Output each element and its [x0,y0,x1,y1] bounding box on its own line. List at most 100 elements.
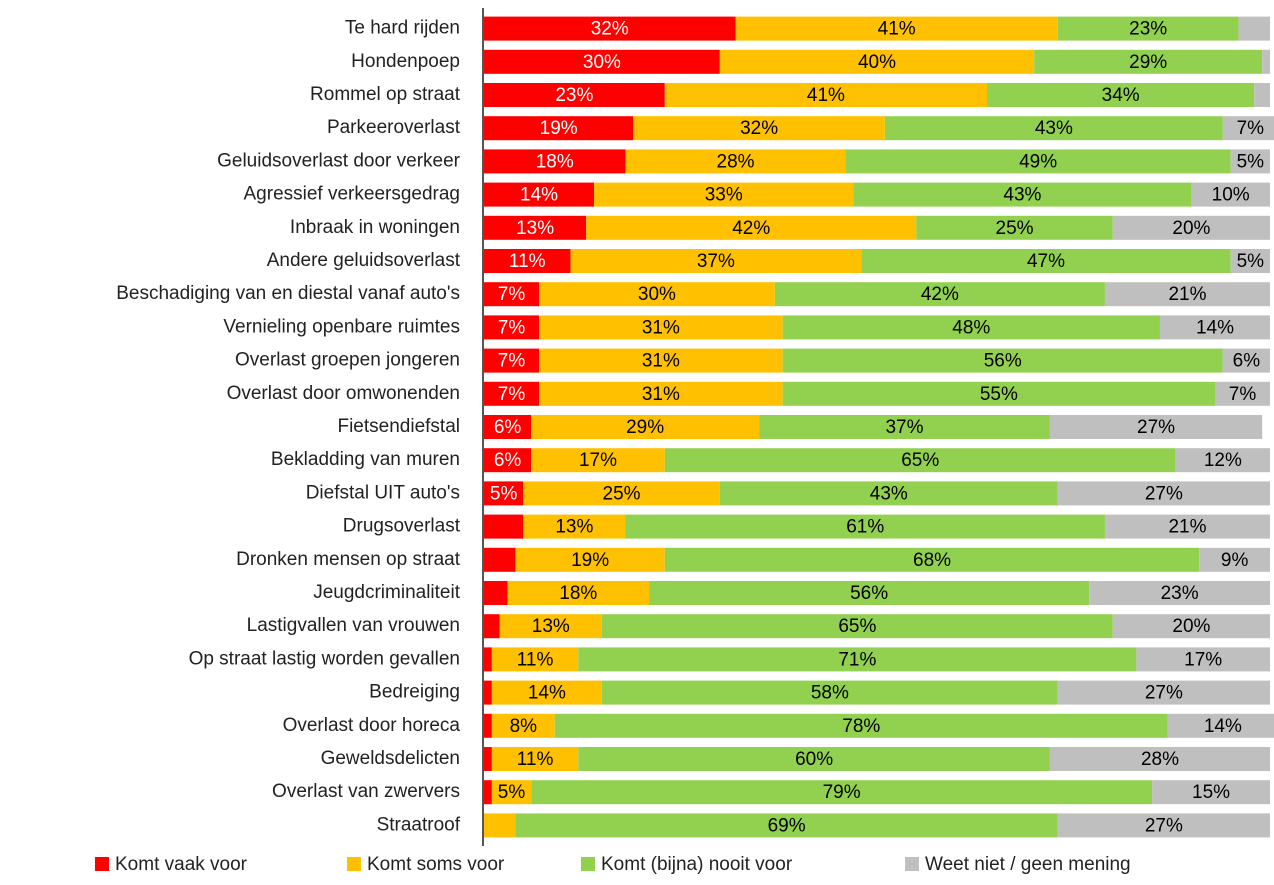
bar-segment [484,581,508,605]
data-label: 23% [1161,583,1199,604]
data-label: 7% [1229,384,1257,405]
y-tick-label: Inbraak in woningen [290,217,460,238]
data-label: 31% [642,351,680,372]
bar-segment [1057,481,1270,506]
y-tick-label: Vernieling openbare ruimtes [223,316,460,337]
bar-segment [484,481,524,506]
bar-segment [1104,282,1270,307]
data-label: 5% [490,483,518,504]
bar-segment [484,614,500,639]
data-label: 33% [705,185,743,206]
bar-segment [735,16,1058,41]
data-label: 31% [642,317,680,338]
bar-segment [554,713,1168,738]
data-label: 13% [532,616,570,637]
bar-segment [484,381,540,406]
data-label: 71% [838,649,876,670]
data-label: 21% [1168,517,1206,538]
data-label: 13% [555,517,593,538]
bar-segment [759,415,1050,439]
y-tick-label: Andere geluidsoverlast [267,250,461,271]
data-label: 20% [1172,218,1210,239]
bar-segment [1167,713,1274,738]
y-tick-label: Geweldsdelicten [321,748,460,769]
y-tick-label: Parkeeroverlast [327,117,461,138]
data-label: 48% [952,317,990,338]
y-tick-label: Op straat lastig worden gevallen [189,648,460,669]
bar-segment [484,149,626,174]
data-label: 68% [913,550,951,571]
data-label: 65% [901,450,939,471]
data-label: 30% [583,52,621,73]
bar-segment [531,415,760,439]
bar-segment [491,713,555,738]
data-label: 7% [498,284,526,305]
bar-segment [491,747,579,771]
bar-segment [484,647,492,672]
data-label: 14% [1196,317,1234,338]
y-tick-label: Bekladding van muren [271,449,460,470]
bar-segment [484,282,540,307]
bar-segment [484,348,540,373]
data-label: 40% [858,52,896,73]
legend-label: Weet niet / geen mening [925,854,1131,875]
bar-segment [1175,448,1270,473]
data-label: 19% [540,118,578,139]
data-label: 43% [1035,118,1073,139]
data-label: 29% [626,417,664,438]
y-tick-label: Overlast door horeca [283,715,461,736]
bar-segment [853,182,1192,207]
data-label: 11% [509,251,546,272]
bar-segment [861,249,1231,273]
bar-segment [916,215,1113,240]
bar-segment [1104,514,1270,539]
bar-segment [484,514,524,539]
bar-segment [1136,647,1270,672]
bar-segment [782,315,1160,340]
bar-segment [484,448,532,473]
data-label: 18% [559,583,597,604]
data-label: 41% [807,85,845,106]
bar-segment [1057,813,1270,838]
data-label: 47% [1027,251,1065,272]
y-tick-label: Drugsoverlast [343,516,461,537]
data-label: 37% [885,417,923,438]
data-label: 55% [980,384,1018,405]
bar-segment [633,116,885,141]
bar-segment [1049,415,1263,439]
bar-segment [845,149,1231,174]
bar-segment [586,215,917,240]
y-tick-label: Overlast door omwonenden [227,383,460,404]
bar-segment [484,116,634,141]
bar-segment [1214,381,1270,406]
data-label: 14% [528,683,566,704]
bar-segment [719,49,1035,74]
bar-segment [1112,614,1270,639]
data-label: 17% [579,450,617,471]
y-tick-label: Jeugdcriminaliteit [313,582,461,603]
data-label: 30% [638,284,676,305]
y-tick-label: Geluidsoverlast door verkeer [217,150,461,171]
y-tick-label: Diefstal UIT auto's [306,482,460,503]
bar-segment [484,215,587,240]
bar-segment [1191,182,1270,207]
data-label: 28% [717,151,755,172]
data-label: 43% [870,483,908,504]
data-label: 17% [1184,649,1222,670]
y-tick-label: Rommel op straat [310,84,461,105]
bar-segment [1112,215,1270,240]
data-label: 29% [1129,52,1167,73]
data-label: 27% [1145,683,1183,704]
bar-segment [507,581,650,605]
data-label: 20% [1172,616,1210,637]
y-tick-label: Beschadiging van en diestal vanaf auto's [116,283,460,304]
data-label: 6% [494,450,522,471]
bar-segment [491,647,579,672]
bar-segment [499,614,602,639]
legend-label: Komt soms voor [367,854,505,875]
data-label: 11% [517,649,554,670]
bar-segment [1230,249,1270,273]
y-tick-label: Lastigvallen van vrouwen [247,615,460,636]
data-label: 7% [498,351,526,372]
bar-segment [719,481,1058,506]
